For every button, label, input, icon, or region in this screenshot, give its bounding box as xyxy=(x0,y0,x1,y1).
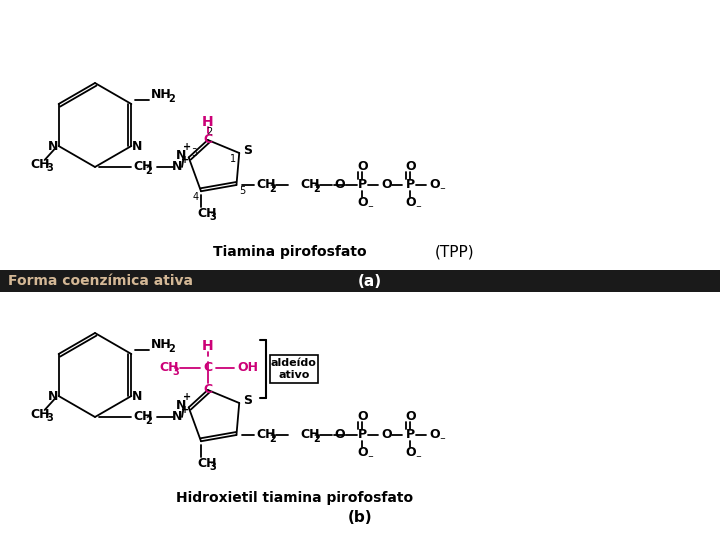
Text: O: O xyxy=(334,429,345,442)
Text: 2: 2 xyxy=(207,127,213,137)
Text: C: C xyxy=(203,361,212,374)
Text: C: C xyxy=(203,383,212,396)
Text: N: N xyxy=(48,139,58,152)
Text: ⁻: ⁻ xyxy=(367,204,374,214)
Text: 2: 2 xyxy=(145,166,153,176)
Text: aldeído: aldeído xyxy=(271,358,317,368)
Text: O: O xyxy=(381,429,392,442)
Text: +: + xyxy=(181,155,189,165)
Bar xyxy=(270,355,318,383)
Text: (b): (b) xyxy=(348,510,372,525)
Text: N: N xyxy=(132,389,143,402)
Text: +: + xyxy=(183,143,191,152)
Text: (TPP): (TPP) xyxy=(435,245,474,260)
Text: O: O xyxy=(405,160,415,173)
Text: O: O xyxy=(334,179,345,192)
Text: 2: 2 xyxy=(168,344,175,354)
Text: P: P xyxy=(406,179,415,192)
Text: 1: 1 xyxy=(230,154,236,164)
Text: ativo: ativo xyxy=(278,370,310,380)
Text: N: N xyxy=(172,160,182,173)
Text: O: O xyxy=(429,429,440,442)
Text: CH: CH xyxy=(197,457,217,470)
Text: 3: 3 xyxy=(47,413,53,423)
Text: 5: 5 xyxy=(239,186,246,196)
Text: CH: CH xyxy=(31,158,50,171)
Text: C: C xyxy=(203,133,212,146)
Text: 2: 2 xyxy=(313,184,320,194)
Text: 2: 2 xyxy=(269,184,276,194)
Text: 2: 2 xyxy=(145,416,153,426)
Text: N: N xyxy=(132,139,143,152)
Text: O: O xyxy=(357,197,368,210)
Text: O: O xyxy=(405,410,415,423)
Text: +: + xyxy=(183,393,191,402)
Text: P: P xyxy=(358,179,367,192)
Text: O: O xyxy=(357,410,368,423)
Text: 3: 3 xyxy=(47,163,53,173)
Text: 3: 3 xyxy=(210,462,217,472)
Text: N: N xyxy=(176,149,186,162)
Text: 2: 2 xyxy=(168,94,175,104)
Text: 2: 2 xyxy=(313,434,320,444)
Text: O: O xyxy=(357,160,368,173)
Bar xyxy=(0,270,720,292)
Text: CH: CH xyxy=(31,408,50,421)
Text: S: S xyxy=(243,395,252,408)
Text: Forma coenzímica ativa: Forma coenzímica ativa xyxy=(8,274,193,288)
Text: 4: 4 xyxy=(193,192,199,202)
Text: N: N xyxy=(176,399,186,412)
Text: 3: 3 xyxy=(210,212,217,222)
Text: O: O xyxy=(357,447,368,460)
Text: NH: NH xyxy=(151,87,172,100)
Text: CH: CH xyxy=(256,429,276,442)
Text: 3: 3 xyxy=(192,148,198,158)
Text: CH: CH xyxy=(300,179,320,192)
Text: CH: CH xyxy=(133,160,153,173)
Text: NH: NH xyxy=(151,338,172,350)
Text: N: N xyxy=(48,389,58,402)
Text: P: P xyxy=(406,429,415,442)
Text: 2: 2 xyxy=(269,434,276,444)
Text: Hidroxietil tiamina pirofosfato: Hidroxietil tiamina pirofosfato xyxy=(176,491,413,505)
Text: O: O xyxy=(405,197,415,210)
Text: N: N xyxy=(172,410,182,423)
Text: CH: CH xyxy=(160,361,179,374)
Text: O: O xyxy=(405,447,415,460)
Text: ⁻: ⁻ xyxy=(415,454,421,464)
Text: CH: CH xyxy=(256,179,276,192)
Text: CH: CH xyxy=(133,410,153,423)
Text: +: + xyxy=(181,405,189,415)
Text: H: H xyxy=(202,339,214,353)
Text: (a): (a) xyxy=(358,273,382,288)
Text: O: O xyxy=(429,179,440,192)
Text: ⁻: ⁻ xyxy=(415,204,421,214)
Text: P: P xyxy=(358,429,367,442)
Text: ⁻: ⁻ xyxy=(439,436,446,446)
Text: H: H xyxy=(202,115,214,129)
Text: CH: CH xyxy=(197,207,217,220)
Text: OH: OH xyxy=(238,361,258,374)
Text: ⁻: ⁻ xyxy=(367,454,374,464)
Text: O: O xyxy=(381,179,392,192)
Text: Tiamina pirofosfato: Tiamina pirofosfato xyxy=(213,245,366,259)
Text: CH: CH xyxy=(300,429,320,442)
Text: 3: 3 xyxy=(172,367,179,377)
Text: S: S xyxy=(243,145,252,158)
Text: ⁻: ⁻ xyxy=(439,186,446,196)
